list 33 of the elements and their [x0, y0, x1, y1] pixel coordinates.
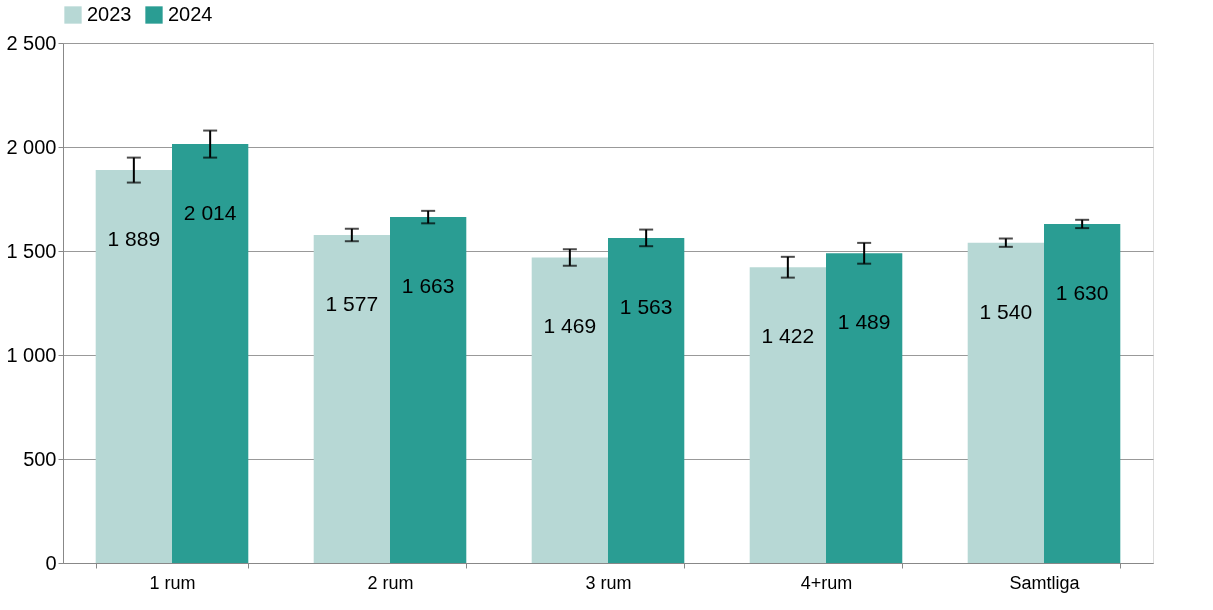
bar — [967, 242, 1044, 563]
bar — [313, 234, 390, 563]
x-tick-label: 4+rum — [800, 572, 853, 593]
data-label: 1 489 — [837, 310, 891, 334]
x-tick-label: 2 rum — [367, 572, 414, 593]
x-tick-label: 3 rum — [585, 572, 632, 593]
bar — [95, 170, 172, 563]
y-tick-label: 2 500 — [6, 31, 57, 54]
bar — [172, 144, 249, 563]
data-label: 1 563 — [619, 294, 673, 318]
data-label: 1 663 — [401, 274, 455, 298]
data-label: 1 889 — [107, 227, 161, 251]
bar — [390, 217, 467, 563]
y-tick-label: 1 000 — [6, 343, 57, 366]
legend-label: 2023 — [87, 3, 132, 25]
data-label: 1 577 — [325, 291, 379, 315]
bar — [826, 253, 903, 563]
data-label: 1 422 — [761, 324, 815, 348]
bar — [608, 237, 685, 563]
legend-label: 2024 — [168, 3, 213, 25]
x-tick-label: 1 rum — [149, 572, 196, 593]
data-label: 2 014 — [183, 201, 237, 225]
y-tick-label: 1 500 — [6, 239, 57, 262]
y-tick-label: 2 000 — [6, 135, 57, 158]
y-tick-label: 500 — [23, 447, 57, 470]
bar — [1044, 223, 1121, 563]
bar — [749, 267, 826, 563]
data-label: 1 469 — [543, 314, 597, 338]
y-tick-label: 0 — [45, 551, 57, 574]
bar — [531, 257, 608, 563]
x-tick-label: Samtliga — [1009, 572, 1081, 593]
data-label: 1 630 — [1055, 280, 1109, 304]
data-label: 1 540 — [979, 299, 1033, 323]
